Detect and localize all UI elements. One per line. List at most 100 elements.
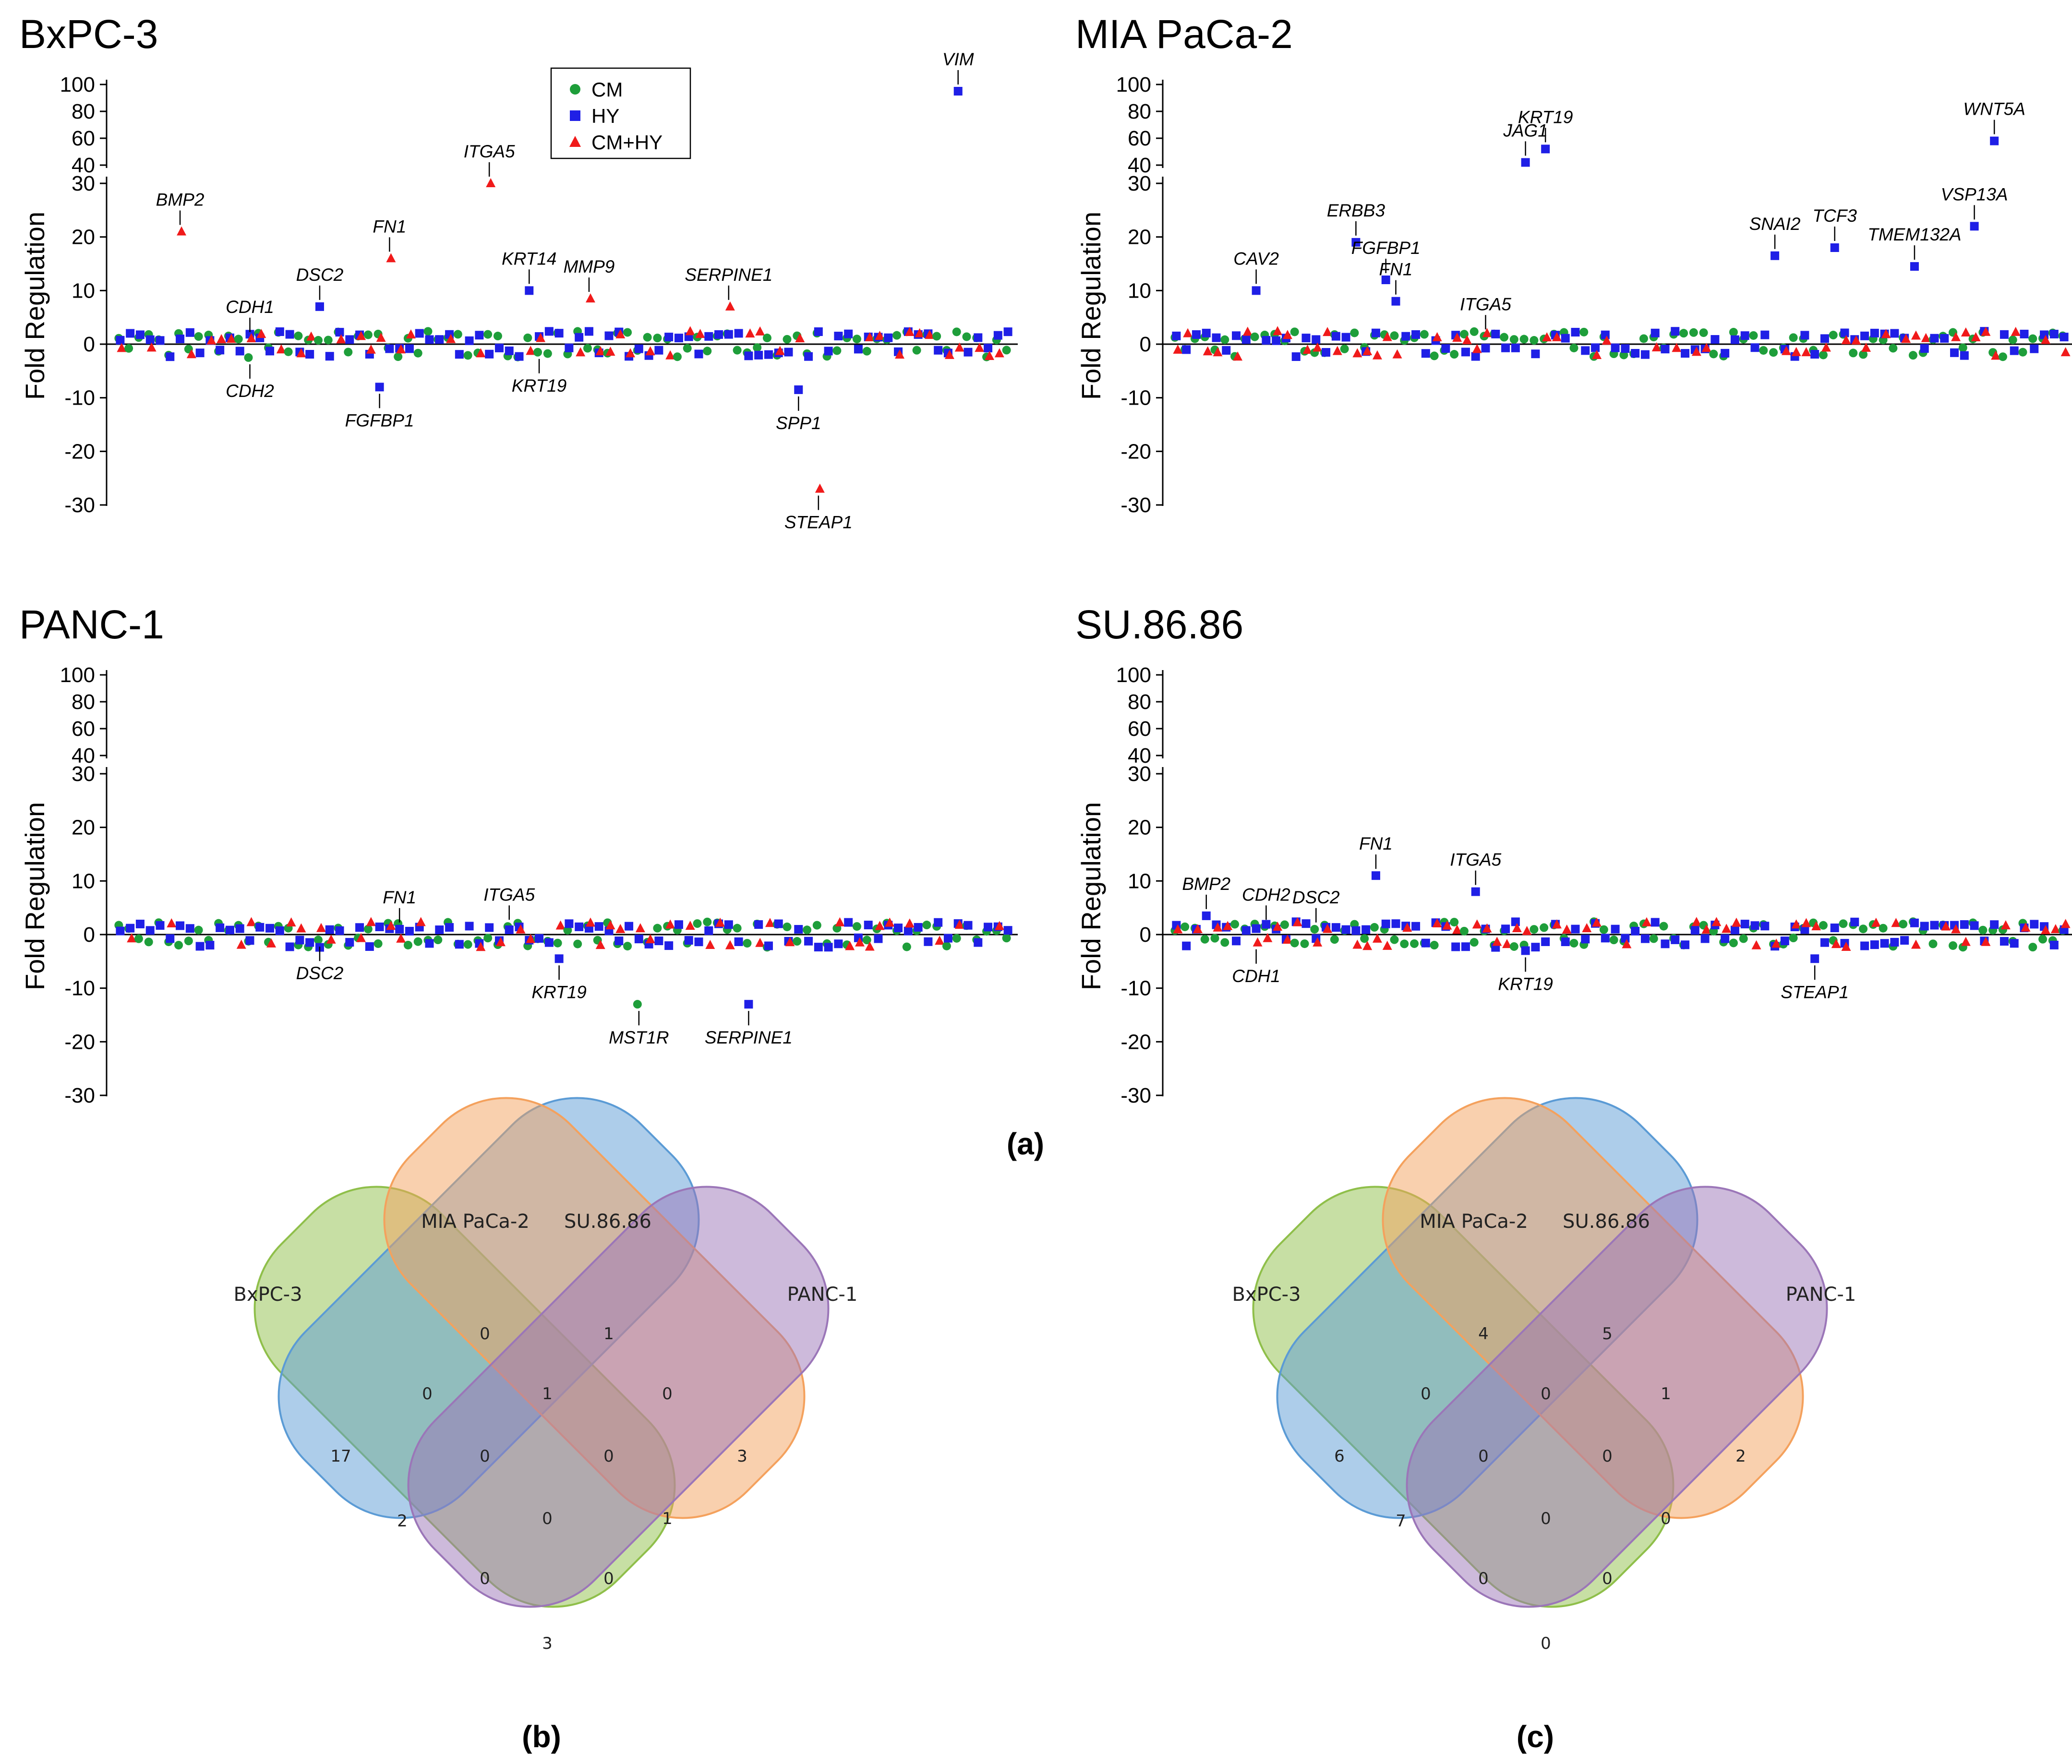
point-cm xyxy=(643,333,652,342)
point-cmhy xyxy=(1801,347,1811,357)
point-hy xyxy=(1810,350,1819,359)
point-hy xyxy=(1421,349,1430,358)
y-tick-label: 20 xyxy=(1128,226,1151,249)
point-hy xyxy=(794,925,803,934)
point-cmhy xyxy=(1213,922,1223,932)
point-cmhy xyxy=(1223,921,1233,930)
point-hy xyxy=(195,942,205,951)
point-cmhy xyxy=(1701,924,1711,934)
point-hy xyxy=(714,330,723,339)
point-cm xyxy=(1530,336,1539,345)
point-hy xyxy=(1820,334,1829,343)
venn-diagram-b: BxPC-3 MIA PaCa-2 SU.86.86 PANC-1 0 1 0 1 0 17 0 0 3… xyxy=(233,1097,857,1653)
point-cm xyxy=(902,942,911,951)
point-hy xyxy=(1650,328,1660,337)
point-hy xyxy=(345,335,354,344)
gene-label: ITGA5 xyxy=(483,885,535,904)
point-hy xyxy=(1830,243,1839,252)
point-cmhy xyxy=(1323,924,1333,933)
point-cmhy xyxy=(954,920,964,929)
point-cm xyxy=(1310,924,1319,934)
point-cmhy xyxy=(1502,939,1512,948)
point-hy xyxy=(1640,934,1650,943)
point-cmhy xyxy=(954,342,964,352)
point-cmhy xyxy=(1372,933,1382,943)
point-cm xyxy=(1370,923,1379,932)
point-hy xyxy=(515,352,524,361)
point-hy xyxy=(554,329,564,338)
gene-label: SNAI2 xyxy=(1749,214,1801,234)
point-cmhy xyxy=(555,920,566,930)
point-cm xyxy=(1709,349,1718,359)
point-cmhy xyxy=(944,349,954,359)
point-cm xyxy=(344,348,353,357)
point-hy xyxy=(565,343,574,352)
point-cmhy xyxy=(875,921,885,930)
point-cmhy xyxy=(885,917,895,927)
point-hy xyxy=(126,329,135,338)
point-hy xyxy=(455,940,464,949)
point-hy xyxy=(734,329,743,338)
point-cmhy xyxy=(895,349,905,359)
point-cmhy xyxy=(765,918,775,927)
point-hy xyxy=(156,921,165,930)
point-cm xyxy=(194,925,203,935)
y-tick-label: -20 xyxy=(64,1030,95,1054)
point-hy xyxy=(1371,328,1380,337)
point-hy xyxy=(156,336,165,345)
gene-label: SERPINE1 xyxy=(705,1028,793,1047)
point-cmhy xyxy=(2060,919,2071,928)
point-cmhy xyxy=(755,937,765,947)
point-cm xyxy=(363,924,373,934)
point-cmhy xyxy=(2041,335,2051,344)
venn-count-bx-panc: 3 xyxy=(542,1634,553,1653)
point-hy xyxy=(834,939,843,948)
legend-label: CM+HY xyxy=(591,131,663,154)
point-hy xyxy=(245,936,254,945)
point-cmhy xyxy=(845,941,855,950)
point-hy xyxy=(604,331,614,340)
point-hy xyxy=(934,918,943,927)
point-hy xyxy=(575,333,584,342)
venn-count-mia-su-panc: 0 xyxy=(1602,1447,1613,1466)
point-hy xyxy=(744,351,753,360)
point-cmhy xyxy=(835,917,845,926)
point-hy xyxy=(1272,336,1281,345)
point-cmhy xyxy=(1641,917,1651,926)
point-hy xyxy=(275,926,284,935)
panel-title: PANC-1 xyxy=(19,602,164,647)
point-cmhy xyxy=(117,343,127,352)
point-hy xyxy=(405,926,414,936)
legend-marker-cmhy xyxy=(569,136,581,147)
point-cmhy xyxy=(1292,917,1302,926)
point-hy xyxy=(1381,919,1390,928)
point-cmhy xyxy=(326,934,336,944)
point-hy xyxy=(1361,925,1371,934)
point-cm xyxy=(394,352,403,361)
point-cmhy xyxy=(1452,924,1462,934)
venn-count-bx-su: 2 xyxy=(397,1512,408,1531)
point-cm xyxy=(1181,922,1190,931)
point-hy xyxy=(1391,919,1400,928)
point-hy xyxy=(1222,346,1231,355)
point-hy xyxy=(1820,938,1829,947)
venn-label-miapaca2: MIA PaCa-2 xyxy=(421,1211,530,1233)
point-cm xyxy=(1759,346,1768,355)
gene-label: KRT19 xyxy=(1498,974,1553,994)
point-hy xyxy=(1681,349,1690,358)
point-cm xyxy=(673,352,682,361)
point-hy xyxy=(1960,920,1969,929)
point-hy xyxy=(166,352,175,361)
venn-count-mia-only: 0 xyxy=(480,1324,490,1344)
point-cm xyxy=(1949,941,1958,950)
point-cmhy xyxy=(376,333,386,342)
venn-count-su-panc: 0 xyxy=(662,1384,673,1404)
point-cm xyxy=(1889,344,1898,353)
point-hy xyxy=(1182,941,1191,950)
point-cmhy xyxy=(665,919,675,929)
point-cm xyxy=(1908,351,1917,360)
point-hy xyxy=(1671,327,1680,336)
point-hy xyxy=(445,923,454,932)
point-cm xyxy=(363,330,373,339)
point-hy xyxy=(135,330,145,339)
